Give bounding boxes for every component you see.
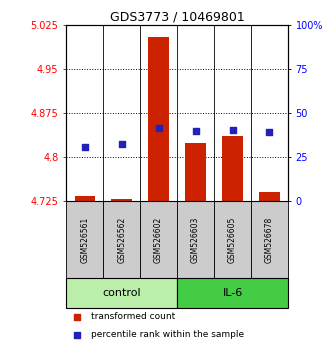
Text: GSM526562: GSM526562 bbox=[117, 216, 126, 263]
Title: GDS3773 / 10469801: GDS3773 / 10469801 bbox=[110, 11, 245, 24]
Text: GSM526602: GSM526602 bbox=[154, 216, 163, 263]
Bar bbox=[251, 201, 288, 278]
Point bbox=[156, 125, 161, 131]
Point bbox=[230, 127, 235, 133]
Bar bbox=[222, 136, 243, 201]
Point bbox=[267, 129, 272, 135]
Bar bbox=[112, 199, 132, 201]
Point bbox=[119, 142, 124, 147]
Bar bbox=[177, 278, 288, 308]
Text: GSM526678: GSM526678 bbox=[265, 216, 274, 263]
Point bbox=[74, 332, 80, 337]
Point bbox=[193, 129, 198, 134]
Bar bbox=[103, 201, 140, 278]
Text: GSM526561: GSM526561 bbox=[80, 216, 89, 263]
Bar bbox=[148, 36, 169, 201]
Bar bbox=[66, 278, 177, 308]
Text: control: control bbox=[102, 288, 141, 298]
Text: GSM526605: GSM526605 bbox=[228, 216, 237, 263]
Text: IL-6: IL-6 bbox=[222, 288, 243, 298]
Bar bbox=[259, 192, 280, 201]
Text: transformed count: transformed count bbox=[91, 313, 175, 321]
Text: GSM526603: GSM526603 bbox=[191, 216, 200, 263]
Text: percentile rank within the sample: percentile rank within the sample bbox=[91, 330, 244, 339]
Point bbox=[74, 314, 80, 320]
Bar bbox=[140, 201, 177, 278]
Bar bbox=[66, 201, 103, 278]
Bar bbox=[214, 201, 251, 278]
Bar bbox=[185, 143, 206, 201]
Bar bbox=[177, 201, 214, 278]
Point bbox=[82, 144, 87, 150]
Bar bbox=[74, 196, 95, 201]
